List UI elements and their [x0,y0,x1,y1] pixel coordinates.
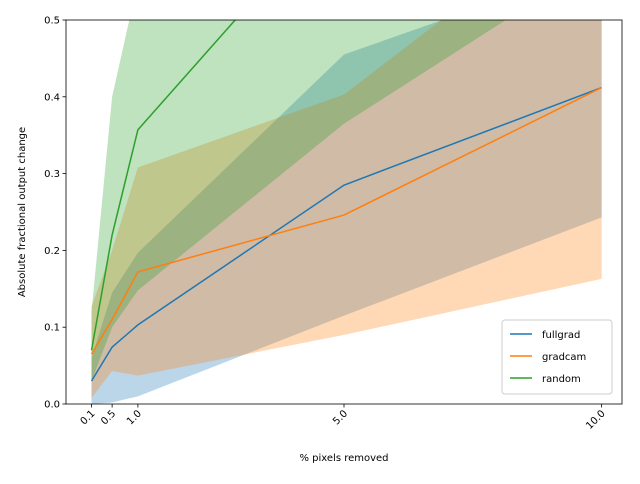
confidence-band [91,20,602,398]
y-tick-label: 0.5 [44,16,60,27]
legend-box [501,319,613,395]
y-tick-label: 0.3 [44,169,60,180]
x-tick-label: 0.1 [79,408,98,427]
y-tick-label: 0.0 [44,400,60,411]
y-tick-label: 0.2 [44,246,60,257]
x-tick-label: 10.0 [584,408,608,432]
y-tick-label: 0.1 [44,323,60,334]
x-tick-label: 1.0 [125,408,144,427]
series-line [90,20,237,351]
x-axis-label: % pixels removed [299,453,388,464]
x-tick-label: 0.5 [99,408,118,427]
plot-area [90,20,602,404]
legend-label: fullgrad [542,330,580,341]
x-tick-label: 5.0 [331,408,350,427]
y-axis-label: Absolute fractional output change [17,127,28,297]
confidence-band [91,20,506,381]
legend-label: gradcam [542,352,586,363]
series-line [90,86,602,382]
y-tick-label: 0.4 [44,92,60,103]
legend-label: random [542,374,581,385]
confidence-band [91,20,602,404]
series-line [90,86,602,355]
